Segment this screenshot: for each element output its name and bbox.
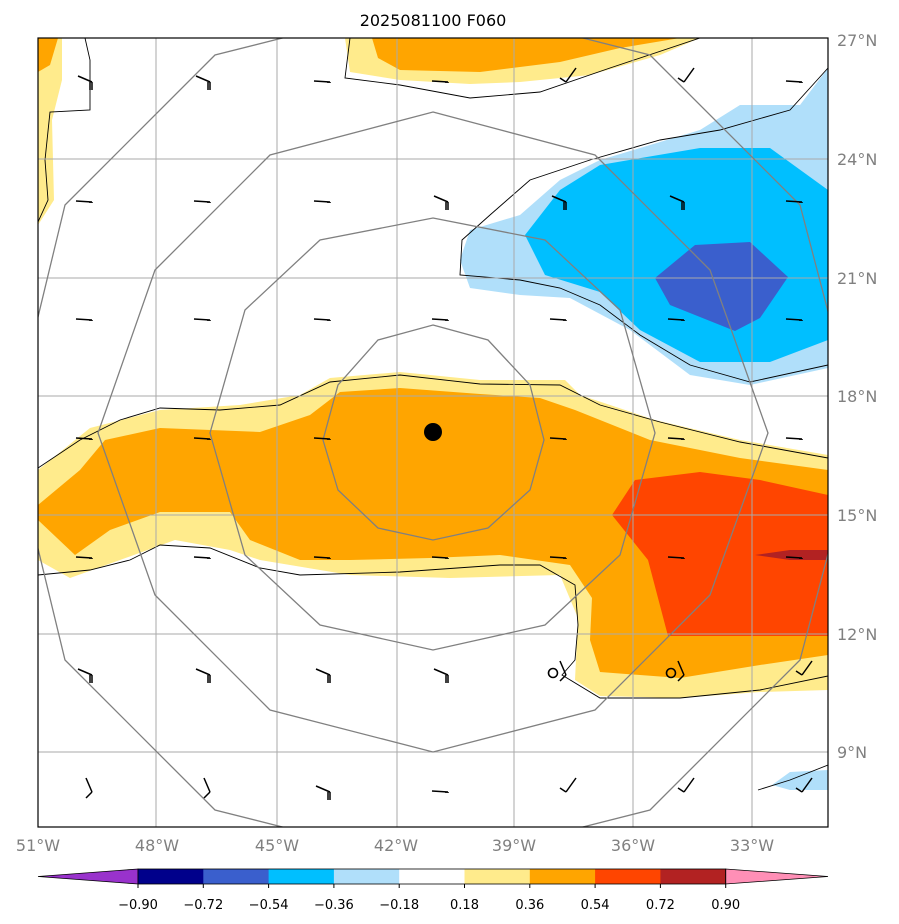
colorbar-tick-label: 0.54	[581, 898, 610, 913]
lon-label: 36°W	[611, 836, 655, 855]
wind-barb	[785, 318, 803, 321]
wind-barb	[75, 556, 93, 559]
wind-barb	[193, 318, 211, 321]
colorbar-segment	[203, 869, 270, 884]
colorbar-segment	[138, 869, 204, 884]
wind-barb	[313, 318, 331, 321]
colorbar: −0.90 −0.72 −0.54 −0.36 −0.18 0.18 0.36 0.54 0.7…	[37, 868, 829, 913]
colorbar-segment	[529, 869, 596, 884]
wind-barb	[313, 437, 331, 440]
wind-barb	[677, 777, 695, 793]
colorbar-segment	[268, 869, 335, 884]
open-circle-marker	[547, 667, 559, 679]
open-circle-marker	[665, 667, 677, 679]
grid-lines	[38, 38, 828, 827]
lat-label: 24°N	[837, 150, 877, 169]
colorbar-frame	[137, 868, 727, 885]
colorbar-tick-label: −0.36	[314, 898, 354, 913]
colorbar-tick-label: −0.54	[249, 898, 289, 913]
wind-barb	[431, 80, 449, 83]
wind-barb	[785, 437, 803, 440]
latitude-labels: 27°N 24°N 21°N 18°N 15°N 12°N 9°N	[837, 31, 877, 762]
lon-label: 48°W	[135, 836, 179, 855]
wind-barb	[203, 777, 211, 799]
lon-label: 51°W	[16, 836, 60, 855]
wind-barb	[431, 790, 449, 793]
wind-barb	[785, 80, 803, 83]
wind-barb	[85, 777, 93, 799]
map-frame	[37, 37, 829, 828]
colorbar-tick-label: 0.36	[515, 898, 544, 913]
wind-barb	[315, 785, 331, 800]
wind-barb	[549, 437, 567, 440]
wind-barb	[75, 437, 93, 440]
colorbar-segment	[333, 869, 400, 884]
wind-barb	[795, 660, 813, 676]
wind-barb	[559, 67, 577, 83]
colorbar-tick-label: 0.72	[646, 898, 675, 913]
wind-barb	[785, 556, 803, 559]
colorbar-tick-label: −0.90	[118, 898, 158, 913]
wind-barb	[313, 556, 331, 559]
wind-barb	[667, 556, 685, 559]
lat-label: 9°N	[837, 743, 867, 762]
colorbar-segment	[660, 869, 727, 884]
wind-barb	[433, 195, 449, 210]
wind-barb	[315, 668, 331, 683]
wind-barb	[549, 556, 567, 559]
wind-barb	[195, 75, 211, 90]
wind-barb	[75, 200, 93, 203]
lon-label: 45°W	[255, 836, 299, 855]
wind-barb	[785, 200, 803, 203]
wind-barb	[75, 318, 93, 321]
wind-barb	[193, 556, 211, 559]
wind-barb	[677, 660, 685, 682]
wind-barb	[667, 318, 685, 321]
wind-barb	[431, 556, 449, 559]
colorbar-extend-high	[725, 868, 829, 885]
wind-barb	[669, 195, 685, 210]
range-rings	[38, 38, 828, 827]
wind-barb	[193, 437, 211, 440]
lat-label: 21°N	[837, 269, 877, 288]
colorbar-tick-label: 0.90	[711, 898, 740, 913]
wind-barbs	[75, 67, 813, 800]
wind-barb	[77, 668, 93, 683]
map-title: 2025081100 F060	[360, 11, 507, 30]
contour-lines	[38, 38, 828, 791]
wind-barb	[193, 200, 211, 203]
lon-label: 39°W	[492, 836, 536, 855]
wind-barb	[77, 75, 93, 90]
storm-center-marker	[424, 423, 442, 441]
colorbar-tick-label: −0.18	[379, 898, 419, 913]
lat-label: 27°N	[837, 31, 877, 50]
lat-label: 15°N	[837, 506, 877, 525]
colorbar-tick-label: 0.18	[450, 898, 479, 913]
longitude-labels: 51°W 48°W 45°W 42°W 39°W 36°W 33°W	[16, 836, 774, 855]
wind-barb	[667, 437, 685, 440]
wind-barb	[677, 67, 695, 83]
wind-barb	[559, 777, 577, 793]
colorbar-tick-label: −0.72	[183, 898, 223, 913]
wind-barb	[559, 660, 567, 682]
wind-barb	[551, 195, 567, 210]
wind-barb	[313, 80, 331, 83]
positive-anomaly-topleft	[38, 38, 62, 225]
colorbar-segment	[464, 869, 531, 884]
lat-label: 18°N	[837, 387, 877, 406]
wind-barb	[795, 777, 813, 793]
colorbar-extend-low	[37, 868, 139, 885]
lon-label: 42°W	[374, 836, 418, 855]
wind-barb	[433, 668, 449, 683]
colorbar-segment	[595, 869, 661, 884]
wind-barb	[313, 200, 331, 203]
lon-label: 33°W	[730, 836, 774, 855]
lat-label: 12°N	[837, 625, 877, 644]
wind-barb	[549, 318, 567, 321]
wind-barb	[195, 668, 211, 683]
colorbar-segment	[399, 869, 465, 884]
map-area	[38, 38, 828, 827]
wind-barb	[431, 318, 449, 321]
